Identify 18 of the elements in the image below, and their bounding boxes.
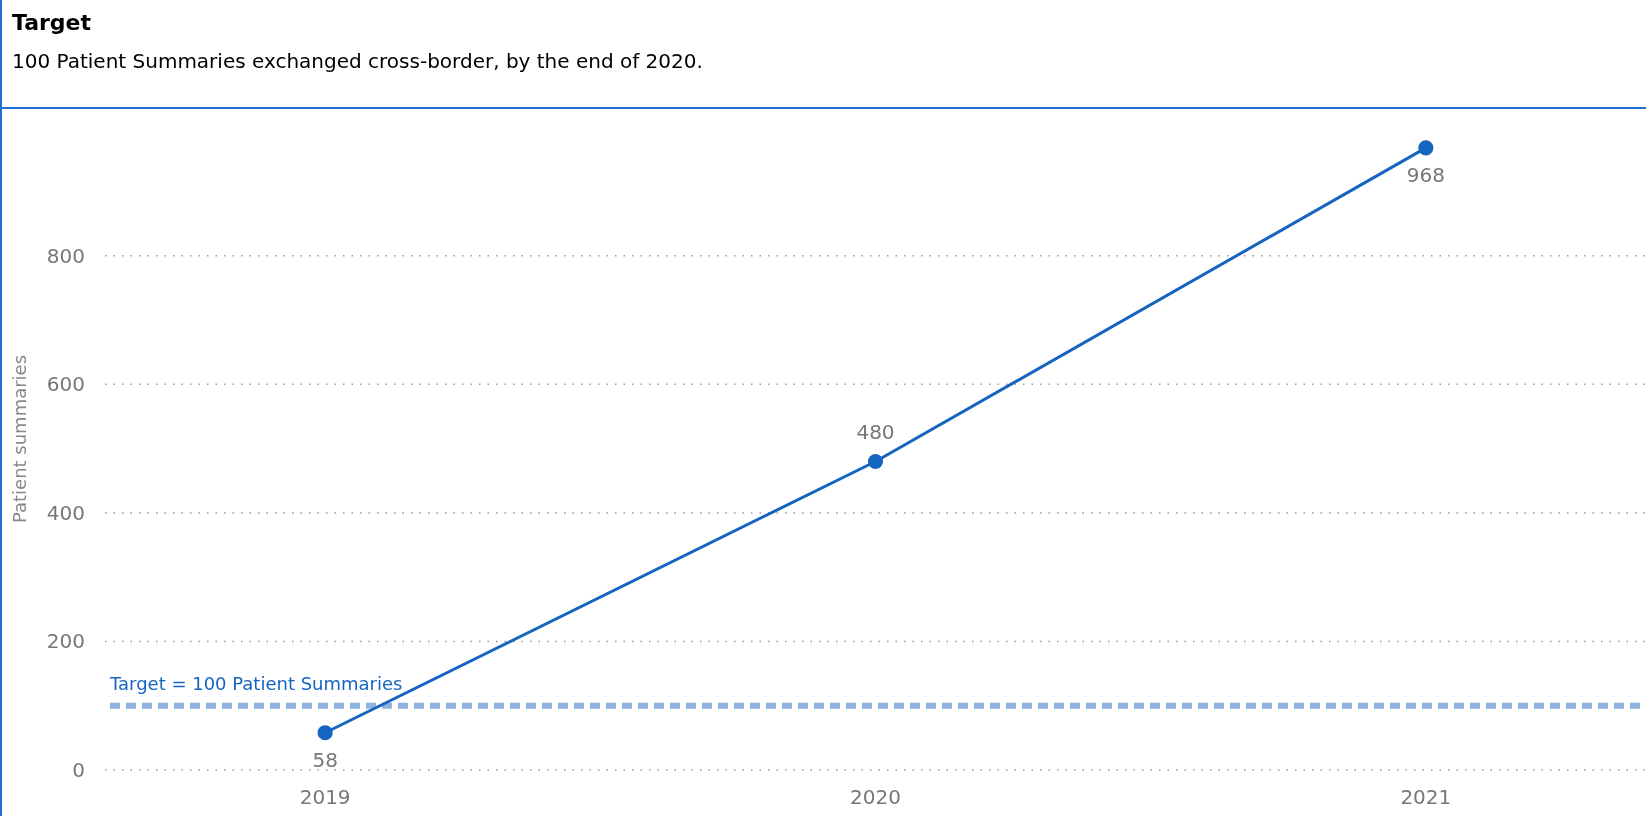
data-label: 968 — [1406, 162, 1445, 187]
x-tick-label: 2021 — [1400, 785, 1452, 809]
y-tick-label: 600 — [46, 372, 85, 397]
y-tick-label: 0 — [72, 758, 85, 782]
y-tick-label: 800 — [46, 243, 85, 268]
point — [1418, 140, 1434, 156]
ref-line-label: Target = 100 Patient Summaries — [109, 672, 403, 694]
point — [867, 453, 884, 470]
data-label: 480 — [856, 420, 895, 445]
chart-title: Target — [12, 10, 92, 35]
y-tick-label: 400 — [46, 500, 85, 525]
y-axis-title: Patient summaries — [9, 354, 30, 524]
y-tick-label: 200 — [46, 629, 85, 654]
x-tick-label: 2020 — [850, 785, 901, 809]
data-label: 58 — [312, 747, 338, 772]
chart-subtitle: 100 Patient Summaries exchanged cross-border, by the end of 2020. — [12, 49, 703, 73]
x-tick-label: 2019 — [299, 785, 351, 809]
point — [317, 725, 333, 741]
